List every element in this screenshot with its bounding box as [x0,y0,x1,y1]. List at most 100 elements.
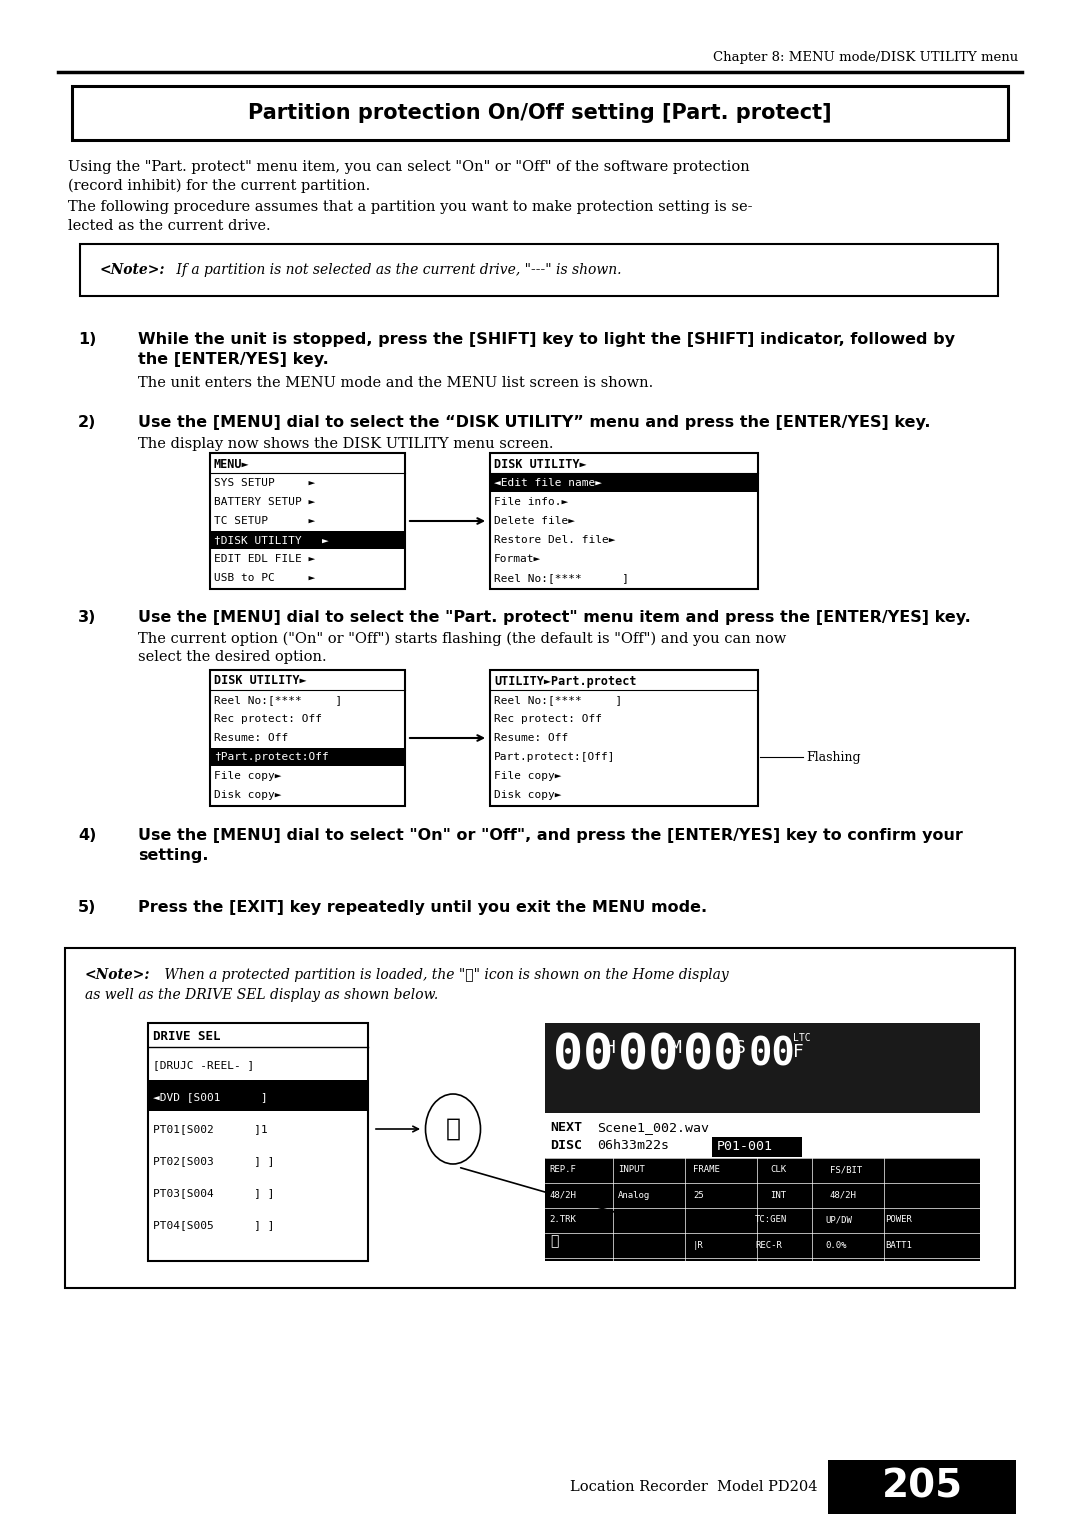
Bar [545,1024,980,1112]
Text: 00: 00 [750,1034,796,1073]
Text: |R: |R [693,1241,704,1250]
Text: Disk copy►: Disk copy► [494,790,562,801]
Bar [490,452,758,588]
Text: UP/DW: UP/DW [825,1215,852,1224]
Text: P01-001: P01-001 [717,1140,773,1154]
Text: 00: 00 [618,1031,678,1079]
Text: DISC: DISC [550,1138,582,1152]
Text: Restore Del. file►: Restore Del. file► [494,535,616,545]
Text: 🔒: 🔒 [446,1117,460,1141]
Text: PT02[S003      ] ]: PT02[S003 ] ] [153,1157,274,1166]
Text: LTC: LTC [793,1033,811,1044]
Text: 00: 00 [683,1031,743,1079]
Text: DRIVE SEL: DRIVE SEL [153,1030,220,1042]
Text: <Note>:: <Note>: [100,263,165,277]
Text: as well as the DRIVE SEL display as shown below.: as well as the DRIVE SEL display as show… [85,989,438,1002]
Text: Delete file►: Delete file► [494,516,575,526]
Text: setting.: setting. [138,848,208,863]
Text: Rec protect: Off: Rec protect: Off [214,714,322,724]
Text: 5): 5) [78,900,96,915]
Text: lected as the current drive.: lected as the current drive. [68,219,271,232]
Text: BATT1: BATT1 [885,1241,912,1250]
Text: REP.F: REP.F [549,1166,576,1175]
Text: SYS SETUP     ►: SYS SETUP ► [214,478,315,487]
Text: USB to PC     ►: USB to PC ► [214,573,315,584]
Text: Reel No:[****     ]: Reel No:[**** ] [494,695,622,704]
Text: 205: 205 [881,1468,962,1507]
Text: 00: 00 [553,1031,613,1079]
Bar [491,474,757,492]
Ellipse shape [426,1094,481,1164]
Text: Location Recorder  Model PD204: Location Recorder Model PD204 [570,1481,818,1494]
Text: †DISK UTILITY   ►: †DISK UTILITY ► [214,535,328,545]
Text: While the unit is stopped, press the [SHIFT] key to light the [SHIFT] indicator,: While the unit is stopped, press the [SH… [138,332,955,347]
Bar [211,532,404,549]
Text: CLK: CLK [770,1166,786,1175]
Text: Use the [MENU] dial to select the “DISK UTILITY” menu and press the [ENTER/YES] : Use the [MENU] dial to select the “DISK … [138,416,931,429]
Text: Part.protect:[Off]: Part.protect:[Off] [494,752,616,762]
Text: TC:GEN: TC:GEN [755,1215,787,1224]
Text: †Part.protect:Off: †Part.protect:Off [214,752,328,762]
Bar [210,452,405,588]
Text: 06h33m22s: 06h33m22s [597,1138,669,1152]
Bar [545,1024,980,1261]
Text: UTILITY►Part.protect: UTILITY►Part.protect [494,674,636,688]
Text: File copy►: File copy► [214,772,282,781]
Text: Disk copy►: Disk copy► [214,790,282,801]
Text: Reel No:[****     ]: Reel No:[**** ] [214,695,342,704]
Bar [545,1158,980,1261]
Text: 25: 25 [693,1190,704,1199]
Bar [80,244,998,296]
Text: 🔒: 🔒 [550,1235,558,1248]
Text: File info.►: File info.► [494,497,568,507]
Text: Resume: Off: Resume: Off [494,733,568,743]
Text: The current option ("On" or "Off") starts flashing (the default is "Off") and yo: The current option ("On" or "Off") start… [138,633,786,646]
Text: 48/2H: 48/2H [549,1190,576,1199]
Text: Use the [MENU] dial to select "On" or "Off", and press the [ENTER/YES] key to co: Use the [MENU] dial to select "On" or "O… [138,828,963,843]
Text: PT01[S002      ]1: PT01[S002 ]1 [153,1125,268,1134]
Text: INT: INT [770,1190,786,1199]
Text: EDIT EDL FILE ►: EDIT EDL FILE ► [214,555,315,564]
Text: 3): 3) [78,610,96,625]
Bar [828,1459,1016,1514]
Text: 0.0%: 0.0% [825,1241,847,1250]
Bar [545,1112,980,1158]
Bar [210,669,405,805]
Text: When a protected partition is loaded, the "🔒" icon is shown on the Home display: When a protected partition is loaded, th… [160,969,729,983]
Text: ◄Edit file name►: ◄Edit file name► [494,478,602,487]
Text: DISK UTILITY►: DISK UTILITY► [494,457,586,471]
Text: BATTERY SETUP ►: BATTERY SETUP ► [214,497,315,507]
Text: M: M [670,1039,680,1057]
Text: If a partition is not selected as the current drive, "---" is shown.: If a partition is not selected as the cu… [172,263,621,277]
Text: <Note>:: <Note>: [85,969,150,983]
Bar [490,669,758,805]
Text: S: S [735,1039,746,1057]
Text: TC SETUP      ►: TC SETUP ► [214,516,315,526]
Text: REC-R: REC-R [755,1241,782,1250]
Text: INPUT: INPUT [618,1166,645,1175]
Text: 2.TRK: 2.TRK [549,1215,576,1224]
Text: Rec protect: Off: Rec protect: Off [494,714,602,724]
Text: Analog: Analog [618,1190,650,1199]
Text: File copy►: File copy► [494,772,562,781]
Text: Format►: Format► [494,555,541,564]
Text: F: F [793,1044,804,1060]
Text: 2): 2) [78,416,96,429]
Text: FRAME: FRAME [693,1166,720,1175]
Bar [65,947,1015,1288]
Text: Press the [EXIT] key repeatedly until you exit the MENU mode.: Press the [EXIT] key repeatedly until yo… [138,900,707,915]
Text: ◄DVD [S001      ]: ◄DVD [S001 ] [153,1093,268,1102]
Text: NEXT: NEXT [550,1122,582,1134]
Text: The unit enters the MENU mode and the MENU list screen is shown.: The unit enters the MENU mode and the ME… [138,376,653,390]
Text: Resume: Off: Resume: Off [214,733,288,743]
Text: (record inhibit) for the current partition.: (record inhibit) for the current partiti… [68,179,370,194]
Bar [712,1137,802,1157]
Text: POWER: POWER [885,1215,912,1224]
Bar [148,1024,368,1261]
Text: [DRUJC -REEL- ]: [DRUJC -REEL- ] [153,1060,254,1070]
Text: DISK UTILITY►: DISK UTILITY► [214,674,307,688]
Text: Scene1_002.wav: Scene1_002.wav [597,1122,708,1134]
Text: 48/2H: 48/2H [831,1190,856,1199]
Bar [211,749,404,766]
Text: 4): 4) [78,828,96,843]
